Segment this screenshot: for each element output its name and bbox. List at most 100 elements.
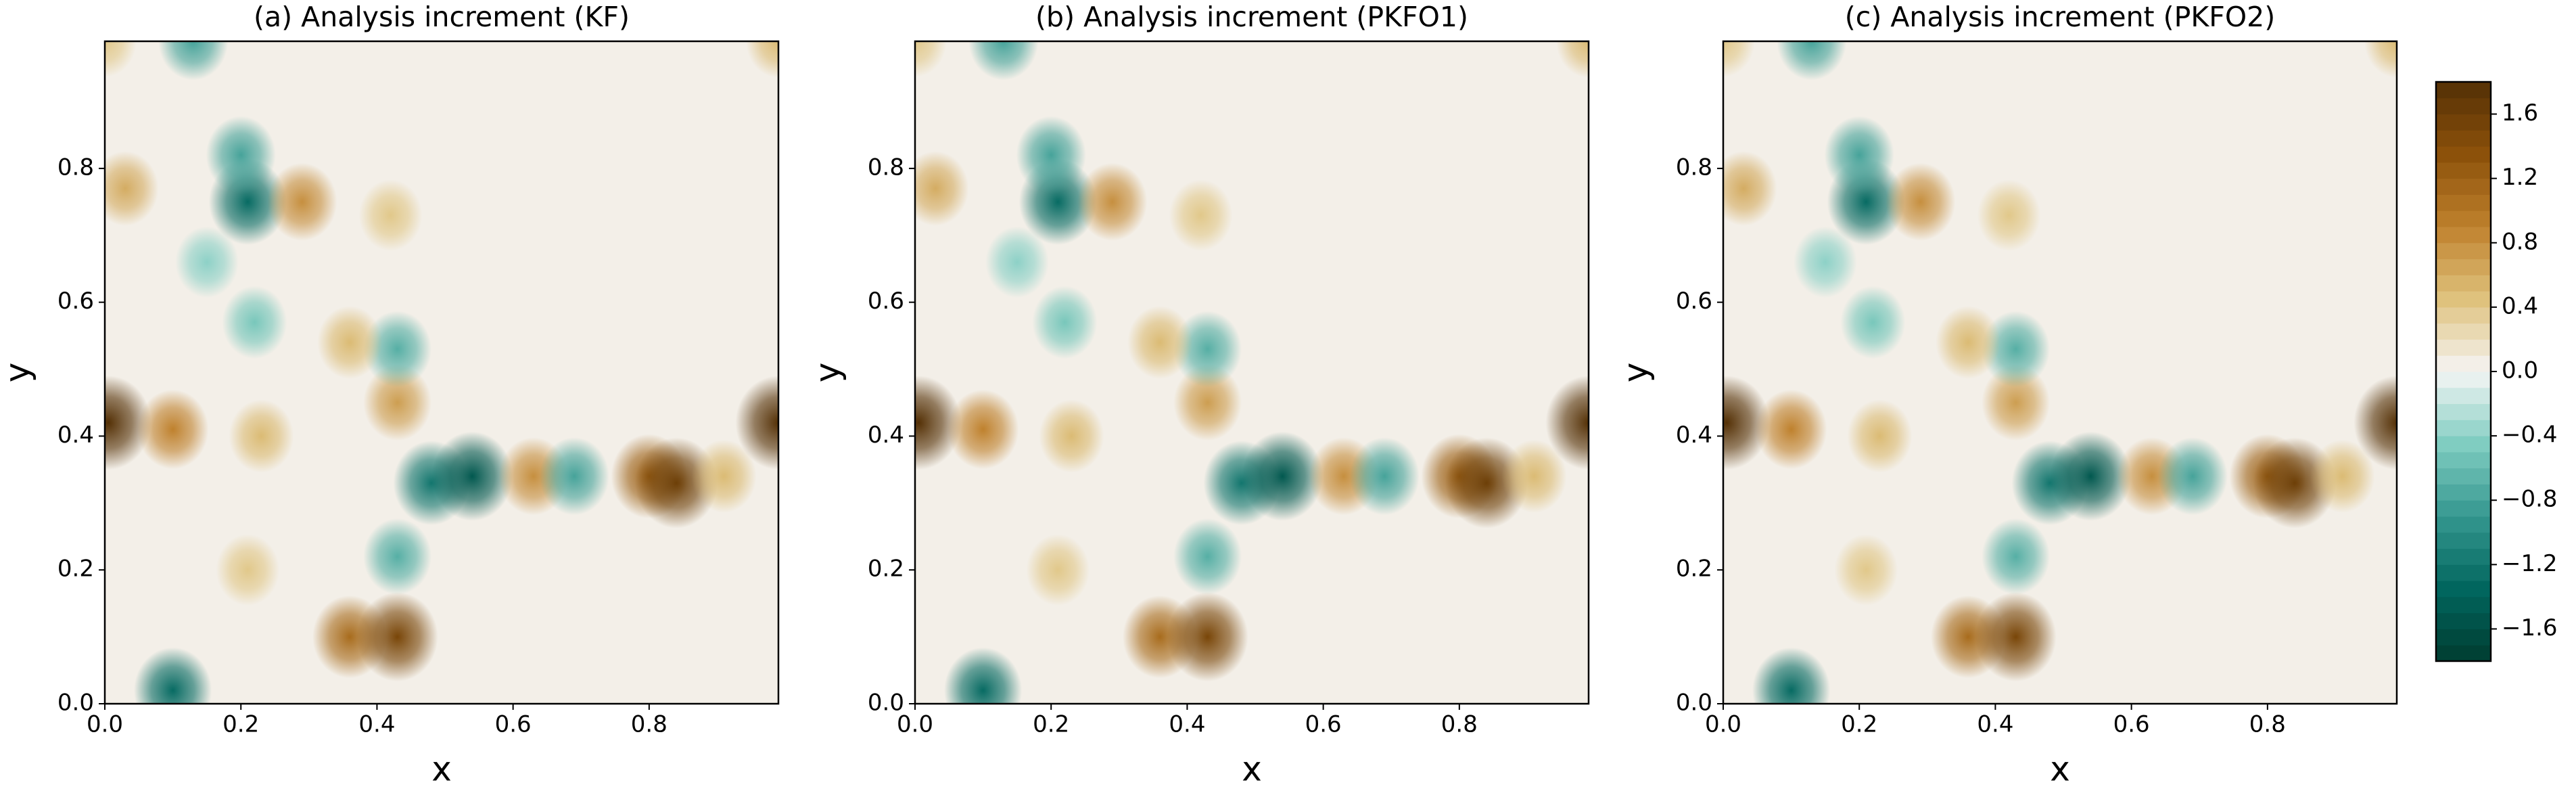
colorbar-band bbox=[2436, 500, 2491, 517]
colorbar-band bbox=[2436, 564, 2491, 581]
contour-blob bbox=[267, 162, 337, 241]
x-tick-label: 0.8 bbox=[631, 711, 668, 738]
contour-blob bbox=[1032, 286, 1098, 359]
colorbar-tick-label: −1.2 bbox=[2502, 550, 2558, 577]
y-tick-label: 0.0 bbox=[868, 690, 904, 717]
contour-blob bbox=[1824, 116, 1894, 194]
colorbar-band bbox=[2436, 484, 2491, 501]
contour-blob bbox=[539, 437, 609, 516]
colorbar-tick-label: 1.2 bbox=[2502, 164, 2538, 191]
x-tick-label: 0.6 bbox=[495, 711, 532, 738]
y-tick-label: 0.6 bbox=[57, 288, 94, 315]
colorbar-tick-label: 1.6 bbox=[2502, 99, 2538, 127]
y-tick-label: 0.4 bbox=[868, 422, 904, 449]
axes-frame bbox=[103, 40, 780, 705]
y-tick-label: 0.8 bbox=[57, 154, 94, 181]
plot-area bbox=[1723, 41, 2397, 704]
contour-blob bbox=[2353, 376, 2397, 470]
colorbar-band bbox=[2436, 581, 2491, 598]
colorbar-band bbox=[2436, 258, 2491, 275]
y-tick-label: 0.2 bbox=[1676, 556, 1712, 583]
x-tick-label: 0.2 bbox=[1841, 711, 1877, 738]
contour-blob bbox=[175, 226, 239, 298]
colorbar-band bbox=[2436, 178, 2491, 195]
y-axis-label: y bbox=[0, 363, 37, 383]
x-tick-label: 0.8 bbox=[2249, 711, 2286, 738]
y-tick-label: 0.8 bbox=[1676, 154, 1712, 181]
x-tick-label: 0.2 bbox=[1033, 711, 1069, 738]
y-tick-label: 0.4 bbox=[57, 422, 94, 449]
colorbar-band bbox=[2436, 339, 2491, 356]
contour-blob bbox=[1975, 592, 2057, 682]
contour-blob bbox=[206, 116, 276, 194]
contour-blob bbox=[1982, 364, 2051, 441]
contour-blob bbox=[691, 439, 757, 513]
contour-blob bbox=[358, 179, 423, 251]
x-axis-label: x bbox=[1242, 750, 1262, 789]
contour-blob bbox=[431, 431, 513, 521]
colorbar-band bbox=[2436, 162, 2491, 179]
y-tick-label: 0.2 bbox=[868, 556, 904, 583]
contour-blob bbox=[1077, 162, 1148, 241]
colorbar-tick-label: −1.6 bbox=[2502, 614, 2558, 641]
colorbar-band bbox=[2436, 82, 2491, 99]
colorbar-band bbox=[2436, 114, 2491, 131]
contour-blob bbox=[1886, 162, 1956, 241]
y-tick-label: 0.0 bbox=[1676, 690, 1712, 717]
contour-blob bbox=[1982, 311, 2051, 388]
contour-blob bbox=[1982, 518, 2051, 595]
colorbar-band bbox=[2436, 612, 2491, 629]
contour-blob bbox=[137, 389, 209, 470]
colorbar-tick-label: 0.8 bbox=[2502, 228, 2538, 255]
colorbar-band bbox=[2436, 629, 2491, 646]
colorbar-band bbox=[2436, 645, 2491, 662]
contour-blob bbox=[2050, 431, 2132, 521]
chart-title: (b) Analysis increment (PKFO1) bbox=[1035, 1, 1468, 33]
colorbar-band bbox=[2436, 355, 2491, 372]
contour-blob bbox=[735, 376, 778, 470]
contour-blob bbox=[1173, 311, 1242, 388]
contour-blob bbox=[1834, 534, 1898, 606]
y-tick-label: 0.4 bbox=[1676, 422, 1712, 449]
chart-title: (a) Analysis increment (KF) bbox=[254, 1, 630, 33]
colorbar-band bbox=[2436, 596, 2491, 614]
x-tick-label: 0.8 bbox=[1441, 711, 1478, 738]
plot-area bbox=[105, 41, 778, 704]
x-tick-label: 0.4 bbox=[1977, 711, 2013, 738]
contour-blob bbox=[1501, 439, 1567, 513]
contour-blob bbox=[363, 518, 432, 595]
colorbar-tick-label: −0.8 bbox=[2502, 486, 2558, 513]
colorbar-band bbox=[2436, 146, 2491, 163]
y-tick-label: 0.2 bbox=[57, 556, 94, 583]
contour-blob bbox=[363, 364, 432, 441]
colorbar-band bbox=[2436, 516, 2491, 533]
colorbar-band bbox=[2436, 227, 2491, 244]
contour-blob bbox=[1794, 226, 1857, 298]
background bbox=[105, 41, 778, 704]
contour-blob bbox=[1169, 179, 1233, 251]
colorbar-band bbox=[2436, 97, 2491, 115]
x-tick-label: 0.0 bbox=[1705, 711, 1741, 738]
contour-blob bbox=[746, 41, 778, 78]
contour-blob bbox=[2157, 437, 2228, 516]
y-tick-label: 0.8 bbox=[868, 154, 904, 181]
contour-blob bbox=[105, 41, 137, 77]
contour-blob bbox=[1026, 534, 1090, 606]
contour-blob bbox=[968, 41, 1039, 81]
colorbar-band bbox=[2436, 532, 2491, 549]
colorbar-band bbox=[2436, 323, 2491, 340]
colorbar-band bbox=[2436, 548, 2491, 565]
contour-blob bbox=[2310, 439, 2375, 513]
contour-blob bbox=[947, 389, 1019, 470]
colorbar-band bbox=[2436, 291, 2491, 308]
y-tick-label: 0.6 bbox=[1676, 288, 1712, 315]
contour-blob bbox=[944, 647, 1023, 704]
y-axis-label: y bbox=[1616, 363, 1656, 383]
contour-blob bbox=[1752, 647, 1831, 704]
x-axis-label: x bbox=[431, 750, 452, 789]
x-tick-label: 0.0 bbox=[87, 711, 123, 738]
contour-blob bbox=[229, 399, 294, 473]
axes-frame bbox=[1722, 40, 2398, 705]
contour-blob bbox=[216, 534, 280, 606]
